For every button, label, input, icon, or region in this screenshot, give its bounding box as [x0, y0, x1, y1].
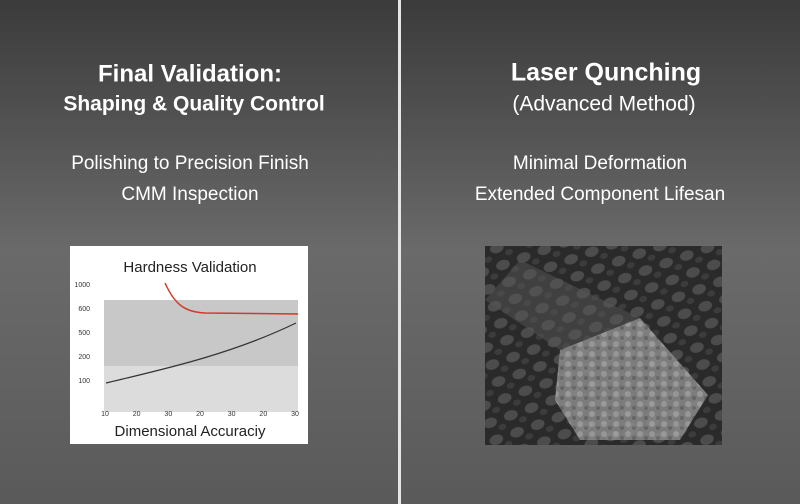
figure-curve	[164, 282, 299, 315]
left-line: Polishing to Precision Finish	[71, 153, 309, 174]
divider	[398, 0, 401, 504]
right-subtitle: (Advanced Method)	[512, 93, 695, 116]
right-panel: Laser Qunching (Advanced Method) Minimal…	[475, 59, 725, 205]
micrograph	[485, 246, 722, 445]
figure-title: Hardness Validation	[123, 259, 256, 276]
figure-xlabel: Dimensional Accuraciy	[115, 423, 266, 440]
figure-xtick-label: 20	[196, 411, 204, 418]
figure-ytick-label: 200	[78, 354, 90, 361]
right-line: Minimal Deformation	[513, 153, 687, 174]
left-panel: Final Validation: Shaping & Quality Cont…	[63, 60, 324, 205]
figure-ytick-label: 600	[78, 306, 90, 313]
figure-xtick-label: 20	[133, 411, 141, 418]
left-line: CMM Inspection	[121, 184, 258, 205]
figure-ytick-label: 1000	[74, 282, 90, 289]
figure-band	[104, 300, 298, 366]
figure-band	[104, 366, 298, 412]
figure-curve	[105, 322, 297, 384]
micrograph-face	[485, 260, 640, 350]
figure-xtick-label: 30	[291, 411, 299, 418]
left-subtitle: Shaping & Quality Control	[63, 93, 324, 116]
right-title: Laser Qunching	[511, 59, 701, 87]
micrograph-block	[555, 318, 708, 440]
figure-xtick-label: 30	[228, 411, 236, 418]
figure-ytick-label: 500	[78, 330, 90, 337]
left-title: Final Validation:	[98, 60, 282, 87]
figure-xtick-label: 30	[164, 411, 172, 418]
figure-xtick-label: 20	[259, 411, 267, 418]
right-line: Extended Component Lifesan	[475, 184, 725, 205]
figure: Hardness Validation 1000 600 500 200 100 10 2…	[70, 246, 308, 444]
figure-xtick-label: 10	[101, 411, 109, 418]
figure-ytick-label: 100	[78, 378, 90, 385]
